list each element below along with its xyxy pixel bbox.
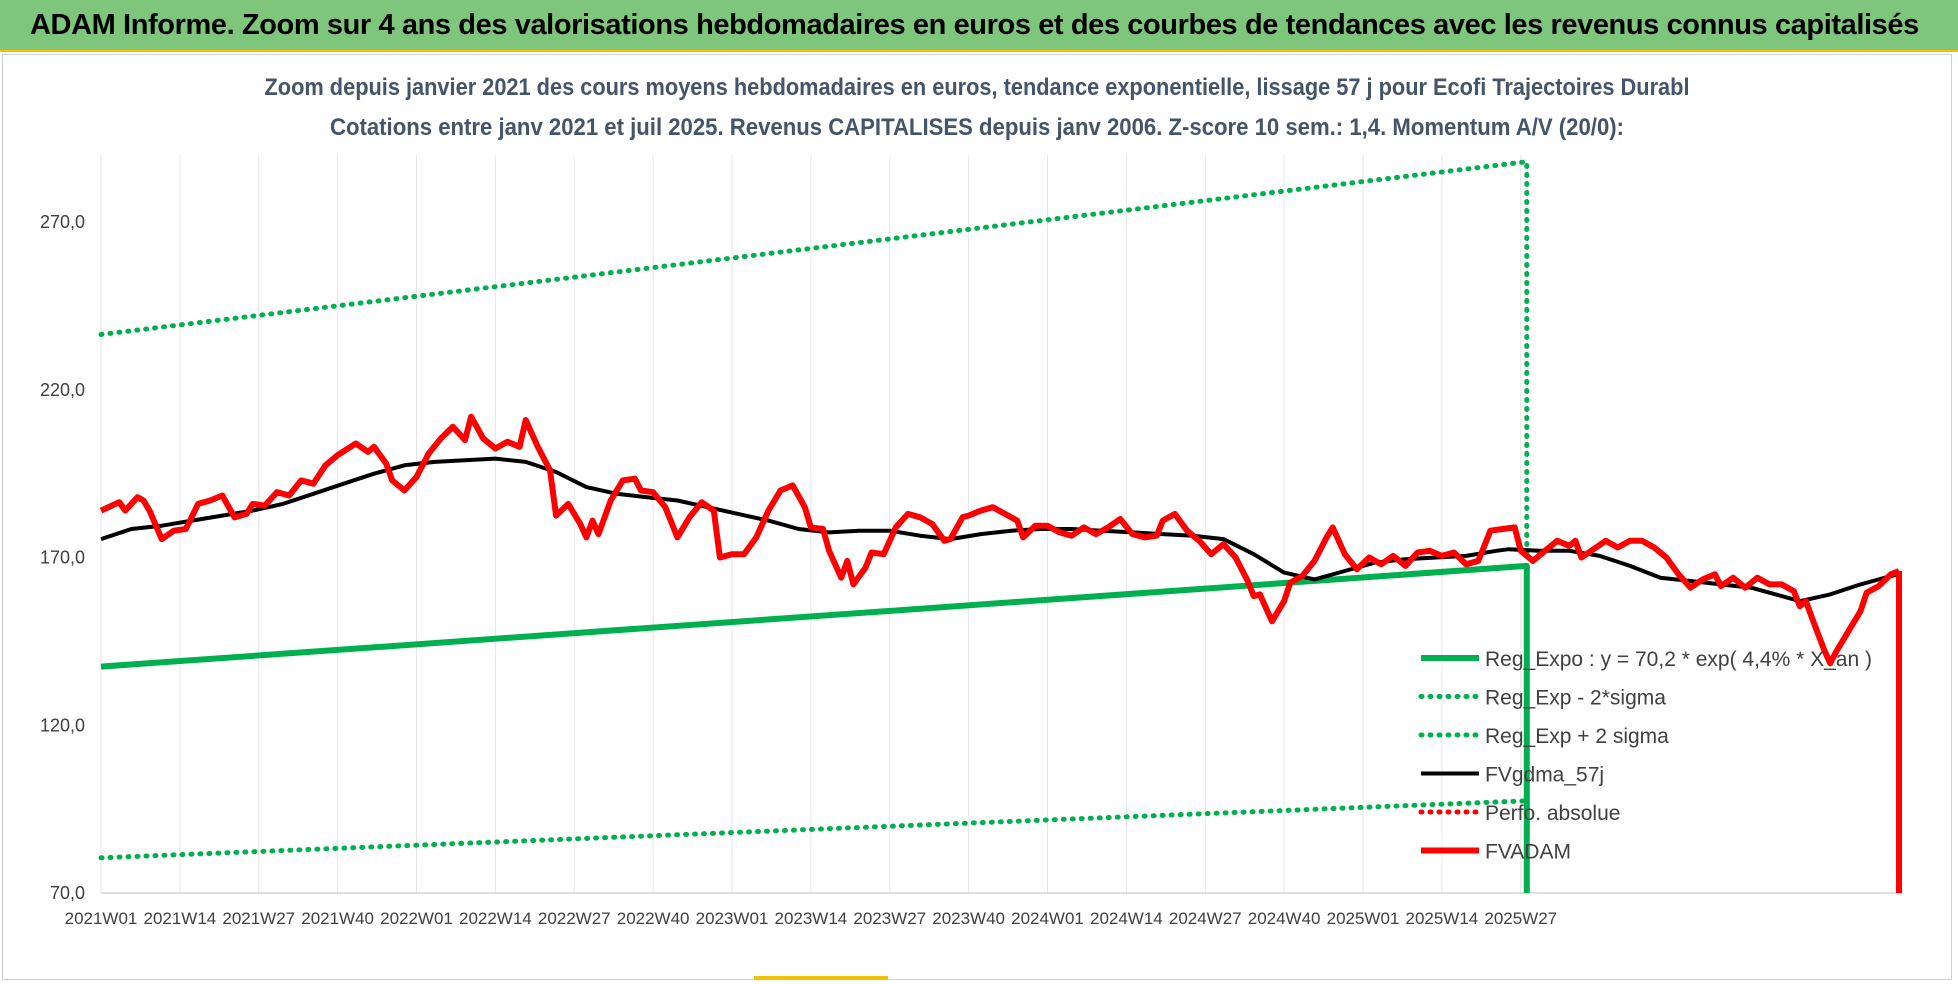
legend-entry: FVgdma_57j bbox=[1485, 764, 1604, 787]
series-line-2 bbox=[98, 158, 1530, 560]
banner-title: ADAM Informe. Zoom sur 4 ans des valoris… bbox=[30, 9, 1919, 41]
y-tick-label: 70,0 bbox=[50, 883, 85, 903]
x-tick-label: 2022W27 bbox=[538, 909, 611, 928]
x-tick-label: 2022W40 bbox=[617, 909, 690, 928]
x-tick-label: 2024W01 bbox=[1011, 909, 1084, 928]
x-tick-label: 2022W01 bbox=[380, 909, 453, 928]
x-tick-label: 2025W01 bbox=[1327, 909, 1400, 928]
legend: Reg_Expo : y = 70,2 * exp( 4,4% * X_an )… bbox=[1418, 648, 1872, 864]
x-tick-label: 2022W14 bbox=[459, 909, 532, 928]
chart-frame: Zoom depuis janvier 2021 des cours moyen… bbox=[2, 54, 1952, 980]
line-chart: Zoom depuis janvier 2021 des cours moyen… bbox=[40, 74, 1903, 928]
y-tick-label: 220,0 bbox=[40, 380, 85, 400]
legend-entry: FVADAM bbox=[1485, 841, 1571, 864]
series-line-1 bbox=[98, 798, 1530, 861]
legend-entry: Perfo. absolue bbox=[1485, 802, 1620, 825]
chart-subtitle: Cotations entre janv 2021 et juil 2025. … bbox=[330, 114, 1624, 141]
x-tick-label: 2023W40 bbox=[932, 909, 1005, 928]
x-tick-label: 2021W14 bbox=[143, 909, 216, 928]
y-tick-label: 170,0 bbox=[40, 548, 85, 568]
x-tick-label: 2021W27 bbox=[222, 909, 295, 928]
x-tick-label: 2023W14 bbox=[774, 909, 847, 928]
x-tick-label: 2021W40 bbox=[301, 909, 374, 928]
y-tick-label: 120,0 bbox=[40, 715, 85, 735]
report-banner: ADAM Informe. Zoom sur 4 ans des valoris… bbox=[0, 0, 1958, 52]
x-tick-label: 2024W14 bbox=[1090, 909, 1163, 928]
axes: 2021W01 2021W14 2021W27 2021W40 2022W01 2022W… bbox=[40, 212, 1903, 928]
x-tick-label: 2023W01 bbox=[696, 909, 769, 928]
x-tick-label: 2024W40 bbox=[1248, 909, 1321, 928]
chart-title: Zoom depuis janvier 2021 des cours moyen… bbox=[265, 74, 1690, 101]
series-line-0 bbox=[100, 562, 1530, 893]
y-tick-label: 270,0 bbox=[40, 212, 85, 232]
legend-entry: Reg_Exp - 2*sigma bbox=[1485, 687, 1666, 710]
legend-entry: Reg_Exp + 2 sigma bbox=[1485, 725, 1669, 748]
x-tick-label: 2024W27 bbox=[1169, 909, 1242, 928]
series-lines bbox=[98, 158, 1902, 893]
series-line-3 bbox=[100, 456, 1900, 604]
x-tick-label: 2023W27 bbox=[853, 909, 926, 928]
legend-entry: Reg_Expo : y = 70,2 * exp( 4,4% * X_an ) bbox=[1485, 648, 1872, 671]
accent-bar bbox=[754, 976, 888, 980]
x-tick-label: 2021W01 bbox=[65, 909, 138, 928]
series-line-5 bbox=[99, 413, 1901, 667]
x-tick-label: 2025W14 bbox=[1405, 909, 1478, 928]
x-tick-label: 2025W27 bbox=[1484, 909, 1557, 928]
